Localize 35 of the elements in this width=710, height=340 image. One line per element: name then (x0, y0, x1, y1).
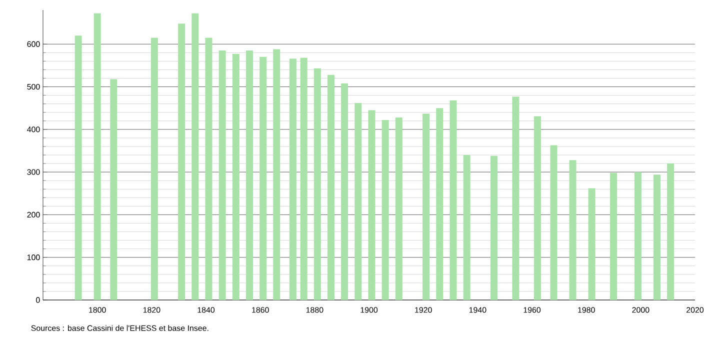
bar (490, 156, 498, 300)
bar (178, 24, 186, 300)
bar (314, 68, 321, 300)
bar (74, 36, 82, 300)
bar (232, 54, 240, 300)
bar (218, 50, 226, 300)
bar (246, 50, 253, 300)
bar (300, 58, 308, 300)
bar (327, 74, 334, 300)
bar (341, 83, 348, 300)
bar (150, 38, 158, 300)
bar (382, 120, 389, 300)
bar (192, 13, 199, 300)
bar (450, 100, 457, 300)
bar (634, 172, 642, 300)
bar (512, 96, 520, 300)
bar (610, 172, 618, 300)
bar (260, 56, 267, 300)
bar (653, 174, 660, 300)
bar (422, 114, 430, 300)
bar (395, 117, 402, 300)
bar (205, 38, 212, 300)
bar (667, 164, 674, 300)
bar (273, 49, 280, 300)
bar (588, 188, 596, 300)
bar (463, 155, 470, 300)
bar (94, 13, 101, 300)
bar (569, 160, 576, 300)
bar (550, 145, 558, 300)
bar (354, 102, 362, 300)
bar (534, 116, 541, 300)
bar (289, 58, 296, 300)
bar (368, 110, 376, 300)
bar (436, 108, 444, 300)
bar (110, 79, 118, 300)
